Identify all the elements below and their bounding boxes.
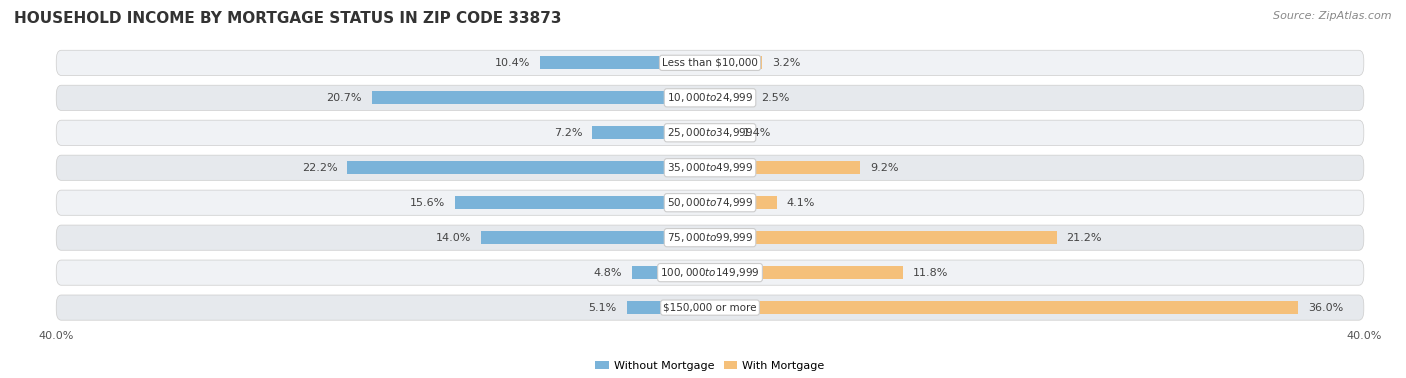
FancyBboxPatch shape <box>56 260 1364 285</box>
Bar <box>710 126 733 139</box>
FancyBboxPatch shape <box>56 190 1364 215</box>
FancyBboxPatch shape <box>56 120 1364 146</box>
Text: 3.2%: 3.2% <box>772 58 800 68</box>
Text: 20.7%: 20.7% <box>326 93 361 103</box>
Text: $10,000 to $24,999: $10,000 to $24,999 <box>666 91 754 104</box>
Text: $150,000 or more: $150,000 or more <box>664 303 756 313</box>
Text: 9.2%: 9.2% <box>870 163 898 173</box>
Text: $35,000 to $49,999: $35,000 to $49,999 <box>666 161 754 174</box>
Text: 10.4%: 10.4% <box>495 58 530 68</box>
Bar <box>371 91 710 104</box>
Text: 5.1%: 5.1% <box>589 303 617 313</box>
Bar <box>710 266 903 279</box>
Text: 36.0%: 36.0% <box>1308 303 1344 313</box>
Bar <box>592 126 710 139</box>
Text: 22.2%: 22.2% <box>302 163 337 173</box>
Text: 14.0%: 14.0% <box>436 233 471 243</box>
Legend: Without Mortgage, With Mortgage: Without Mortgage, With Mortgage <box>591 356 830 375</box>
Bar <box>481 231 710 244</box>
Text: $50,000 to $74,999: $50,000 to $74,999 <box>666 196 754 209</box>
Text: 1.4%: 1.4% <box>742 128 770 138</box>
Text: 7.2%: 7.2% <box>554 128 582 138</box>
Bar <box>710 161 860 174</box>
Text: Source: ZipAtlas.com: Source: ZipAtlas.com <box>1274 11 1392 21</box>
FancyBboxPatch shape <box>56 50 1364 76</box>
Text: $75,000 to $99,999: $75,000 to $99,999 <box>666 231 754 244</box>
Text: $25,000 to $34,999: $25,000 to $34,999 <box>666 126 754 139</box>
Bar <box>627 301 710 314</box>
Bar <box>540 56 710 70</box>
Text: Less than $10,000: Less than $10,000 <box>662 58 758 68</box>
Text: HOUSEHOLD INCOME BY MORTGAGE STATUS IN ZIP CODE 33873: HOUSEHOLD INCOME BY MORTGAGE STATUS IN Z… <box>14 11 561 26</box>
Bar <box>456 196 710 209</box>
Bar <box>347 161 710 174</box>
Text: 11.8%: 11.8% <box>912 268 948 277</box>
FancyBboxPatch shape <box>56 85 1364 110</box>
FancyBboxPatch shape <box>56 295 1364 320</box>
Bar <box>710 91 751 104</box>
Text: $100,000 to $149,999: $100,000 to $149,999 <box>661 266 759 279</box>
FancyBboxPatch shape <box>56 155 1364 180</box>
Text: 2.5%: 2.5% <box>761 93 789 103</box>
Bar <box>710 231 1056 244</box>
Bar <box>710 301 1299 314</box>
Text: 4.8%: 4.8% <box>593 268 621 277</box>
Bar <box>710 56 762 70</box>
Text: 21.2%: 21.2% <box>1066 233 1102 243</box>
FancyBboxPatch shape <box>56 225 1364 250</box>
Bar <box>631 266 710 279</box>
Text: 4.1%: 4.1% <box>787 198 815 208</box>
Text: 15.6%: 15.6% <box>411 198 446 208</box>
Bar <box>710 196 778 209</box>
